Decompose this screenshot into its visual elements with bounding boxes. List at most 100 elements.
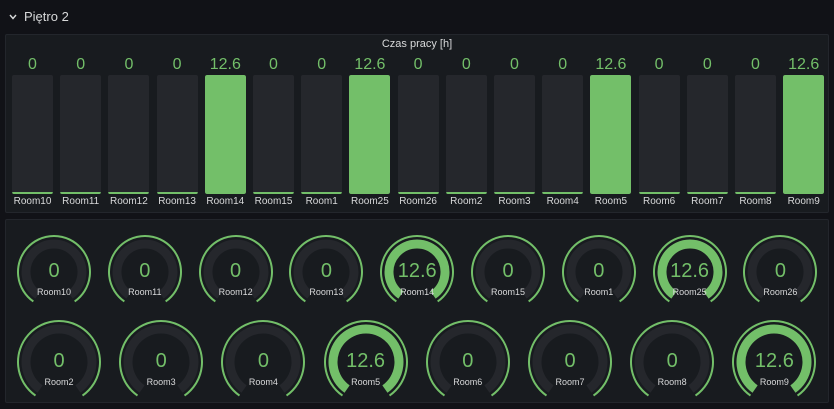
gauge-label: Room11 <box>128 287 162 297</box>
bar-item: 12.6 Room9 <box>783 35 825 214</box>
bar-fill <box>445 192 487 194</box>
bar-value: 0 <box>269 56 278 73</box>
bar-value: 0 <box>28 56 37 73</box>
bar-value: 0 <box>751 56 760 73</box>
gauge-value-arc <box>736 324 812 393</box>
gauge-arc <box>528 320 612 397</box>
gauge-arc <box>652 235 727 303</box>
bar-item: 0 Room3 <box>494 35 535 214</box>
gauge-threshold-arc <box>425 320 510 397</box>
gauge-label: Room9 <box>759 377 789 387</box>
gauge-label: Room15 <box>490 287 526 297</box>
bar-value: 0 <box>510 56 519 73</box>
bar-gauge-panel[interactable]: Czas pracy [h] 0 Room10 0 Room11 0 Room12 0 Roo… <box>5 34 829 213</box>
bar-track <box>349 75 391 194</box>
bar-track <box>494 75 535 194</box>
gauge-arc <box>425 320 510 397</box>
gauge-track <box>123 324 199 393</box>
bar-fill <box>349 75 391 194</box>
bar-item: 0 Room8 <box>735 35 776 214</box>
bar-label: Room25 <box>350 196 389 207</box>
bar-track <box>108 75 150 194</box>
gauge-track <box>475 239 541 299</box>
bar-value: 0 <box>76 56 86 73</box>
bar-track <box>60 75 102 194</box>
bar-track <box>783 75 825 194</box>
bar-track <box>253 75 294 194</box>
bar-label: Room12 <box>109 196 148 207</box>
gauge-arc <box>221 320 306 397</box>
bar-item: 0 Room11 <box>60 35 102 214</box>
gauge-item: 12.6 Room25 <box>650 232 730 304</box>
bar-fill <box>397 192 439 194</box>
bar-fill <box>494 192 535 194</box>
bar-label: Room4 <box>546 196 579 207</box>
bar-track <box>301 75 343 194</box>
bar-label: Room14 <box>206 196 245 207</box>
gauge-label: Room8 <box>657 377 687 387</box>
gauge-item: 0 Room1 <box>559 232 639 304</box>
gauge-value: 0 <box>230 260 242 282</box>
gauge-value: 12.6 <box>754 350 794 372</box>
bar-track <box>397 75 439 194</box>
bar-item: 0 Room2 <box>445 35 487 214</box>
gauge-label: Room2 <box>44 377 74 387</box>
bar-label: Room2 <box>450 196 483 207</box>
gauge-label: Room1 <box>584 287 614 297</box>
gauge-track <box>112 239 178 299</box>
gauge-item: 12.6 Room5 <box>321 317 411 399</box>
gauge-item: 0 Room10 <box>14 232 94 304</box>
gauge-value: 0 <box>48 260 60 282</box>
gauge-value-arc <box>657 239 723 299</box>
bar-track <box>638 75 680 194</box>
bar-fill <box>204 75 246 194</box>
gauge-track <box>21 324 97 393</box>
row-header[interactable]: Piętro 2 <box>0 0 834 33</box>
gauge-threshold-arc <box>198 235 273 303</box>
gauge-arc <box>323 320 408 397</box>
gauge-arc <box>630 320 715 397</box>
bar-value: 0 <box>413 56 423 73</box>
bar-value: 0 <box>702 56 712 73</box>
gauge-track <box>225 324 301 393</box>
bar-value: 0 <box>461 56 471 73</box>
gauge-value-arc <box>384 239 450 299</box>
bar-label: Room1 <box>305 196 338 207</box>
gauge-label: Room4 <box>248 377 278 387</box>
bar-label: Room3 <box>498 196 531 207</box>
bar-fill <box>590 75 632 194</box>
bar-value: 0 <box>654 56 664 73</box>
gauge-arc <box>119 320 204 397</box>
gauge-label: Room12 <box>218 287 253 297</box>
gauge-threshold-arc <box>652 235 727 303</box>
gauge-threshold-arc <box>471 235 545 303</box>
gauge-item: 0 Room13 <box>286 232 366 304</box>
bar-item: 0 Room12 <box>108 35 150 214</box>
bar-value: 12.6 <box>595 56 627 73</box>
gauge-track <box>634 324 710 393</box>
bar-fill <box>12 192 53 194</box>
bar-fill <box>253 192 294 194</box>
bar-fill <box>638 192 680 194</box>
bar-track <box>542 75 584 194</box>
bar-track <box>735 75 776 194</box>
gauge-value: 12.6 <box>397 260 437 282</box>
gauge-threshold-arc <box>323 320 408 397</box>
chevron-down-icon[interactable] <box>6 10 20 24</box>
gauge-threshold-arc <box>630 320 715 397</box>
gauge-label: Room3 <box>146 377 176 387</box>
gauge-track <box>747 239 813 299</box>
gauge-track <box>566 239 632 299</box>
gauge-item: 0 Room3 <box>116 317 206 399</box>
bar-value: 12.6 <box>354 56 386 73</box>
bar-label: Room9 <box>787 196 820 207</box>
bar-fill <box>686 192 728 194</box>
bar-item: 0 Room26 <box>397 35 439 214</box>
gauge-panel[interactable]: 0 Room10 0 Room11 0 Room12 0 Room13 12.6 Room14 0 R… <box>5 219 829 403</box>
gauge-threshold-arc <box>732 320 817 397</box>
bar-track <box>12 75 53 194</box>
gauge-item: 12.6 Room9 <box>729 317 819 399</box>
gauge-label: Room14 <box>400 287 435 297</box>
panel-title[interactable]: Czas pracy [h] <box>381 38 453 50</box>
bar-fill <box>156 192 198 194</box>
